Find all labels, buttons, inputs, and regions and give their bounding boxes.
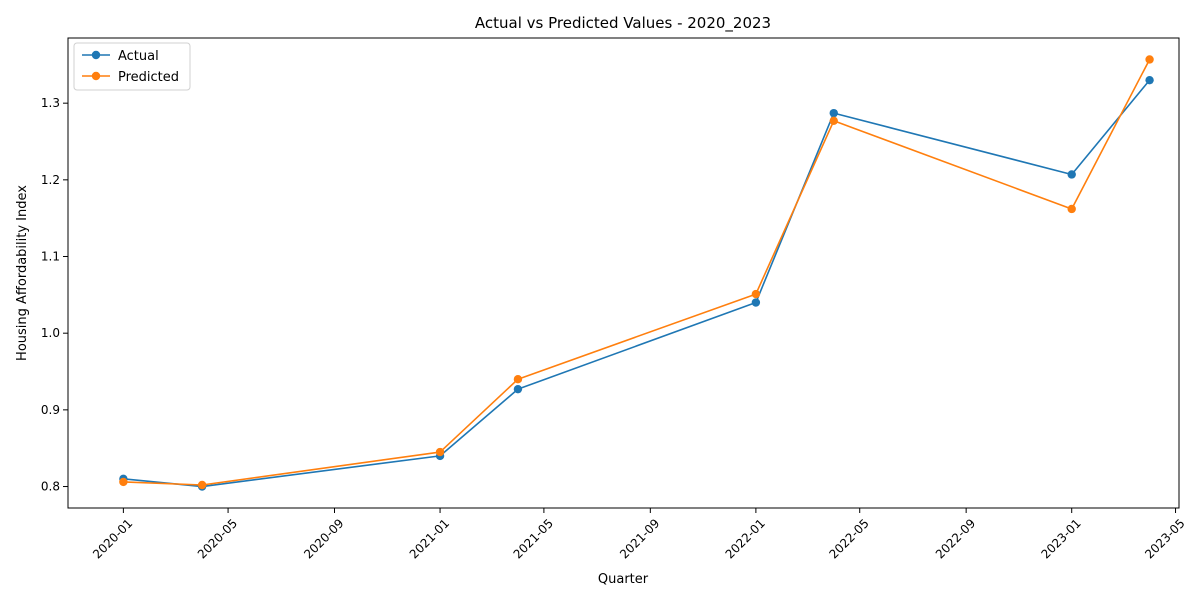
data-point-actual [513,384,523,394]
data-point-predicted [513,374,523,384]
series-line-predicted [123,59,1151,486]
data-point-predicted [119,477,128,487]
x-tick-label: 2021-09 [617,516,662,561]
x-axis-ticks: 2020-01 2020-05 2020-09 2021-01 2021-05 2021-… [90,508,1188,562]
x-tick-label: 2021-01 [407,516,452,561]
legend-marker-predicted [91,71,101,81]
series-layer [119,55,1154,491]
legend-label-predicted: Predicted [118,70,179,85]
x-tick-label: 2022-01 [723,516,768,561]
data-point-actual [1145,75,1154,85]
x-tick-label: 2020-09 [301,516,346,561]
x-tick-label: 2023-01 [1038,516,1083,561]
y-tick-label: 1.3 [41,96,60,110]
data-point-predicted [751,289,761,299]
legend-marker-actual [91,50,101,60]
x-tick-label: 2023-05 [1142,516,1187,561]
data-point-predicted [1145,55,1154,64]
x-axis-label: Quarter [598,572,649,587]
x-tick-label: 2021-05 [511,516,556,561]
data-point-actual [1067,170,1076,179]
series-predicted [119,55,1154,490]
data-point-predicted [1067,204,1076,214]
y-tick-label: 0.9 [41,403,60,417]
x-tick-label: 2022-09 [933,516,978,561]
x-tick-label: 2020-05 [195,516,240,561]
data-point-actual [751,298,761,307]
y-axis-label: Housing Affordability Index [15,185,30,361]
data-point-predicted [829,116,838,126]
y-tick-label: 1.2 [41,173,60,187]
chart-title: Actual vs Predicted Values - 2020_2023 [475,14,771,33]
series-line-actual [123,79,1151,488]
data-point-predicted [197,480,207,490]
legend: Actual Predicted [73,42,191,91]
y-tick-label: 1.1 [41,250,60,264]
plot-frame [67,37,1180,509]
y-axis-ticks: 0.8 0.9 1.0 1.1 1.2 1.3 [41,96,68,494]
data-point-predicted [435,447,445,457]
series-actual [119,75,1154,491]
x-tick-label: 2022-05 [826,516,871,561]
x-tick-label: 2020-01 [90,516,135,561]
y-tick-label: 1.0 [41,326,60,340]
legend-label-actual: Actual [118,49,159,64]
data-point-actual [829,108,838,118]
y-tick-label: 0.8 [41,480,60,494]
